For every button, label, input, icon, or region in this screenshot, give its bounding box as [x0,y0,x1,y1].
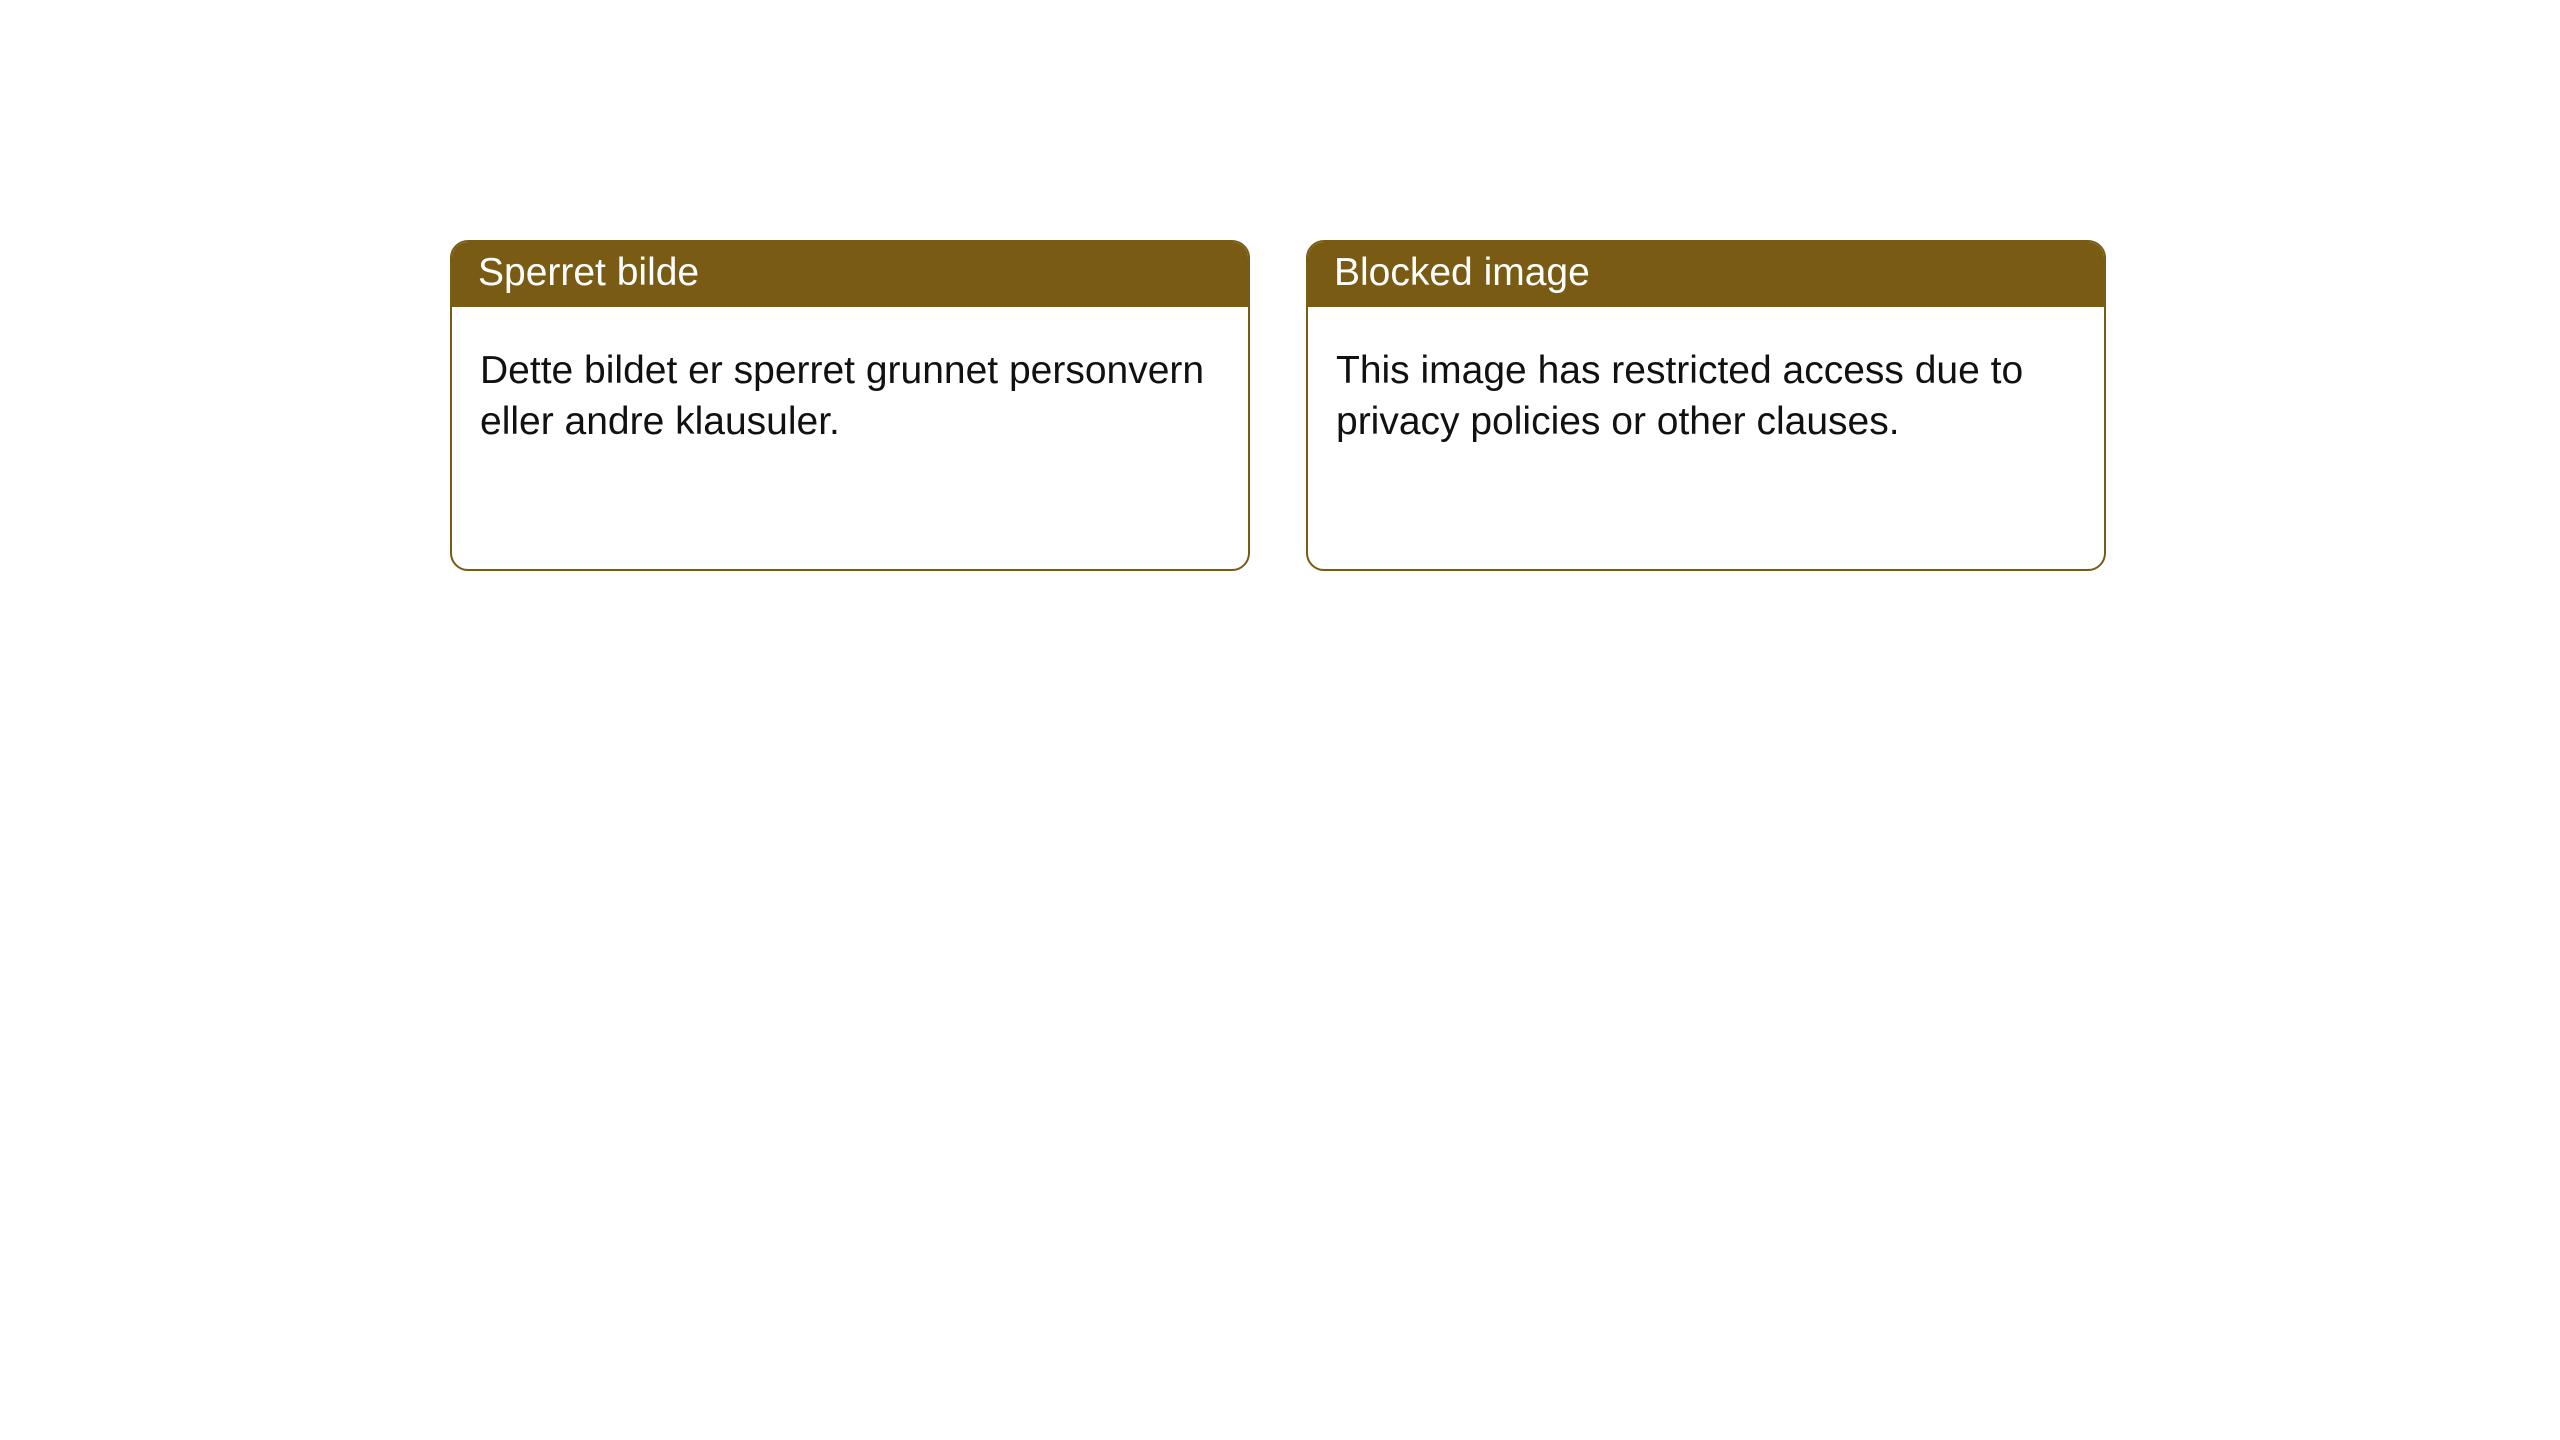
notice-title: Sperret bilde [478,251,699,294]
notice-header: Blocked image [1308,242,2104,307]
notice-card-english: Blocked image This image has restricted … [1306,240,2106,571]
notice-header: Sperret bilde [452,242,1248,307]
notice-title: Blocked image [1334,251,1590,294]
notice-body-text: Dette bildet er sperret grunnet personve… [480,349,1204,443]
notice-body: Dette bildet er sperret grunnet personve… [452,307,1248,476]
notice-card-norwegian: Sperret bilde Dette bildet er sperret gr… [450,240,1250,571]
notices-container: Sperret bilde Dette bildet er sperret gr… [450,240,2560,571]
notice-body-text: This image has restricted access due to … [1336,349,2023,443]
notice-body: This image has restricted access due to … [1308,307,2104,476]
